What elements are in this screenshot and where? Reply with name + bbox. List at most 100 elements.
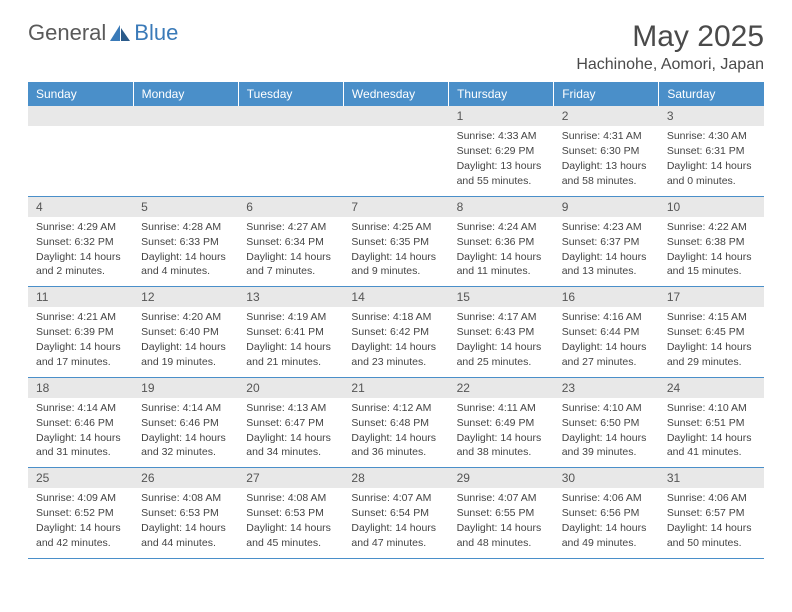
daylight-text: Daylight: 14 hours and 50 minutes.: [667, 521, 756, 549]
day-number-cell: 10: [659, 196, 764, 217]
sunset-text: Sunset: 6:49 PM: [457, 416, 546, 430]
daylight-text: Daylight: 14 hours and 23 minutes.: [351, 340, 440, 368]
sunrise-text: Sunrise: 4:06 AM: [562, 491, 651, 505]
sunrise-text: Sunrise: 4:30 AM: [667, 129, 756, 143]
daylight-text: Daylight: 13 hours and 58 minutes.: [562, 159, 651, 187]
sunrise-text: Sunrise: 4:12 AM: [351, 401, 440, 415]
day-number-cell: 12: [133, 287, 238, 308]
day-detail-cell: Sunrise: 4:24 AMSunset: 6:36 PMDaylight:…: [449, 217, 554, 287]
sunrise-text: Sunrise: 4:29 AM: [36, 220, 125, 234]
logo-text-general: General: [28, 20, 106, 46]
day-detail-cell: [343, 126, 448, 196]
location-subtitle: Hachinohe, Aomori, Japan: [576, 56, 764, 74]
day-detail-cell: [28, 126, 133, 196]
day-detail-cell: Sunrise: 4:19 AMSunset: 6:41 PMDaylight:…: [238, 307, 343, 377]
day-detail-cell: Sunrise: 4:07 AMSunset: 6:55 PMDaylight:…: [449, 488, 554, 558]
daylight-text: Daylight: 14 hours and 15 minutes.: [667, 250, 756, 278]
day-detail-cell: Sunrise: 4:09 AMSunset: 6:52 PMDaylight:…: [28, 488, 133, 558]
day-number-cell: 30: [554, 468, 659, 489]
day-number-cell: 3: [659, 106, 764, 126]
sunset-text: Sunset: 6:36 PM: [457, 235, 546, 249]
sunrise-text: Sunrise: 4:25 AM: [351, 220, 440, 234]
sunset-text: Sunset: 6:47 PM: [246, 416, 335, 430]
daylight-text: Daylight: 14 hours and 17 minutes.: [36, 340, 125, 368]
daylight-text: Daylight: 14 hours and 32 minutes.: [141, 431, 230, 459]
daylight-text: Daylight: 14 hours and 11 minutes.: [457, 250, 546, 278]
day-detail-cell: Sunrise: 4:13 AMSunset: 6:47 PMDaylight:…: [238, 398, 343, 468]
daylight-text: Daylight: 13 hours and 55 minutes.: [457, 159, 546, 187]
sunset-text: Sunset: 6:34 PM: [246, 235, 335, 249]
daylight-text: Daylight: 14 hours and 21 minutes.: [246, 340, 335, 368]
day-number-cell: 17: [659, 287, 764, 308]
calendar-body: 123Sunrise: 4:33 AMSunset: 6:29 PMDaylig…: [28, 106, 764, 558]
day-detail-cell: Sunrise: 4:29 AMSunset: 6:32 PMDaylight:…: [28, 217, 133, 287]
sunrise-text: Sunrise: 4:17 AM: [457, 310, 546, 324]
day-number-cell: 22: [449, 377, 554, 398]
sunrise-text: Sunrise: 4:11 AM: [457, 401, 546, 415]
sunset-text: Sunset: 6:56 PM: [562, 506, 651, 520]
day-detail-cell: Sunrise: 4:22 AMSunset: 6:38 PMDaylight:…: [659, 217, 764, 287]
sunrise-text: Sunrise: 4:33 AM: [457, 129, 546, 143]
weekday-header: Thursday: [449, 82, 554, 106]
sunset-text: Sunset: 6:43 PM: [457, 325, 546, 339]
day-detail-cell: Sunrise: 4:20 AMSunset: 6:40 PMDaylight:…: [133, 307, 238, 377]
day-detail-cell: Sunrise: 4:18 AMSunset: 6:42 PMDaylight:…: [343, 307, 448, 377]
day-number-row: 45678910: [28, 196, 764, 217]
daylight-text: Daylight: 14 hours and 13 minutes.: [562, 250, 651, 278]
day-detail-cell: Sunrise: 4:31 AMSunset: 6:30 PMDaylight:…: [554, 126, 659, 196]
sunrise-text: Sunrise: 4:08 AM: [141, 491, 230, 505]
sunrise-text: Sunrise: 4:08 AM: [246, 491, 335, 505]
day-number-cell: 4: [28, 196, 133, 217]
day-number-cell: 26: [133, 468, 238, 489]
daylight-text: Daylight: 14 hours and 48 minutes.: [457, 521, 546, 549]
sunset-text: Sunset: 6:35 PM: [351, 235, 440, 249]
daylight-text: Daylight: 14 hours and 39 minutes.: [562, 431, 651, 459]
daylight-text: Daylight: 14 hours and 2 minutes.: [36, 250, 125, 278]
day-detail-cell: Sunrise: 4:10 AMSunset: 6:50 PMDaylight:…: [554, 398, 659, 468]
day-number-cell: 29: [449, 468, 554, 489]
day-number-cell: 1: [449, 106, 554, 126]
daylight-text: Daylight: 14 hours and 36 minutes.: [351, 431, 440, 459]
sunset-text: Sunset: 6:37 PM: [562, 235, 651, 249]
sunrise-text: Sunrise: 4:18 AM: [351, 310, 440, 324]
sunrise-text: Sunrise: 4:07 AM: [351, 491, 440, 505]
sunrise-text: Sunrise: 4:23 AM: [562, 220, 651, 234]
day-number-cell: [343, 106, 448, 126]
daylight-text: Daylight: 14 hours and 45 minutes.: [246, 521, 335, 549]
title-block: May 2025 Hachinohe, Aomori, Japan: [576, 20, 764, 74]
sunrise-text: Sunrise: 4:27 AM: [246, 220, 335, 234]
day-detail-cell: [133, 126, 238, 196]
sunset-text: Sunset: 6:48 PM: [351, 416, 440, 430]
sunset-text: Sunset: 6:38 PM: [667, 235, 756, 249]
day-number-cell: 7: [343, 196, 448, 217]
weekday-header: Wednesday: [343, 82, 448, 106]
day-detail-row: Sunrise: 4:14 AMSunset: 6:46 PMDaylight:…: [28, 398, 764, 468]
day-number-cell: 16: [554, 287, 659, 308]
sunrise-text: Sunrise: 4:13 AM: [246, 401, 335, 415]
logo: General Blue: [28, 20, 178, 46]
sunrise-text: Sunrise: 4:10 AM: [562, 401, 651, 415]
sunset-text: Sunset: 6:57 PM: [667, 506, 756, 520]
sunset-text: Sunset: 6:46 PM: [36, 416, 125, 430]
sunset-text: Sunset: 6:29 PM: [457, 144, 546, 158]
day-detail-cell: Sunrise: 4:15 AMSunset: 6:45 PMDaylight:…: [659, 307, 764, 377]
sunrise-text: Sunrise: 4:20 AM: [141, 310, 230, 324]
weekday-header: Tuesday: [238, 82, 343, 106]
day-number-cell: 8: [449, 196, 554, 217]
calendar-table: Sunday Monday Tuesday Wednesday Thursday…: [28, 82, 764, 559]
sunset-text: Sunset: 6:39 PM: [36, 325, 125, 339]
day-number-cell: 14: [343, 287, 448, 308]
daylight-text: Daylight: 14 hours and 27 minutes.: [562, 340, 651, 368]
day-number-row: 11121314151617: [28, 287, 764, 308]
sunset-text: Sunset: 6:53 PM: [246, 506, 335, 520]
daylight-text: Daylight: 14 hours and 41 minutes.: [667, 431, 756, 459]
day-detail-cell: Sunrise: 4:27 AMSunset: 6:34 PMDaylight:…: [238, 217, 343, 287]
sunrise-text: Sunrise: 4:16 AM: [562, 310, 651, 324]
sunset-text: Sunset: 6:42 PM: [351, 325, 440, 339]
daylight-text: Daylight: 14 hours and 44 minutes.: [141, 521, 230, 549]
day-detail-cell: Sunrise: 4:16 AMSunset: 6:44 PMDaylight:…: [554, 307, 659, 377]
sunrise-text: Sunrise: 4:28 AM: [141, 220, 230, 234]
day-number-cell: 23: [554, 377, 659, 398]
day-detail-row: Sunrise: 4:33 AMSunset: 6:29 PMDaylight:…: [28, 126, 764, 196]
daylight-text: Daylight: 14 hours and 19 minutes.: [141, 340, 230, 368]
